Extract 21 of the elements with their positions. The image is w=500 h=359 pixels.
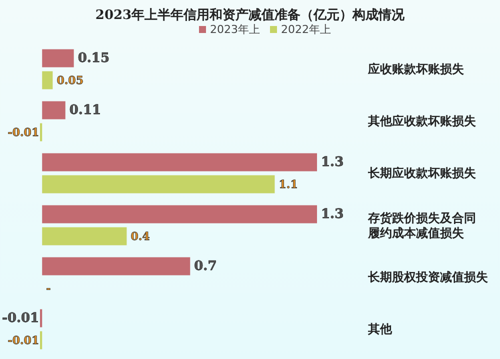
data-label: -0.01 — [8, 126, 40, 140]
data-label: 0.11 — [69, 103, 102, 118]
y-tick-label: 其他 — [367, 322, 393, 336]
legend-label: 2022年上 — [281, 23, 331, 36]
legend-label: 2023年上 — [210, 23, 260, 36]
data-label: 0.05 — [56, 74, 84, 88]
y-tick-label: 应收账款坏账损失 — [367, 62, 465, 76]
chart-title: 2023年上半年信用和资产减值准备（亿元）构成情况 — [94, 6, 406, 24]
y-tick-label: 存货跌价损失及合同履约成本减值损失 — [367, 211, 476, 240]
data-label: 1.3 — [321, 207, 344, 222]
text: - — [46, 282, 51, 296]
y-tick-label: 长期股权投资减值损失 — [367, 270, 489, 284]
y-tick-label: 其他应收款坏账损失 — [367, 114, 477, 128]
data-label: -0.01 — [2, 311, 40, 326]
data-label: -0.01 — [8, 334, 40, 348]
data-label: 0.7 — [194, 259, 217, 274]
data-label: 0.15 — [78, 51, 110, 66]
data-label: 1.3 — [321, 155, 344, 170]
data-label: 1.1 — [278, 178, 298, 192]
y-tick-label: 长期应收款坏账损失 — [367, 166, 477, 180]
data-label: 0.4 — [130, 230, 150, 244]
